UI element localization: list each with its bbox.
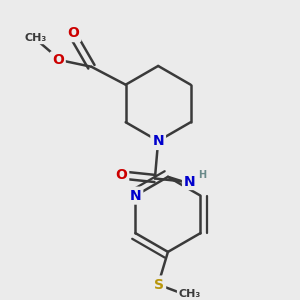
Text: S: S [154,278,164,292]
Text: O: O [52,53,64,67]
Text: N: N [183,175,195,189]
Text: O: O [116,168,127,182]
Text: O: O [68,26,80,40]
Text: H: H [198,169,206,180]
Text: N: N [152,134,164,148]
Text: N: N [130,189,141,202]
Text: CH₃: CH₃ [25,33,47,43]
Text: CH₃: CH₃ [178,289,200,299]
